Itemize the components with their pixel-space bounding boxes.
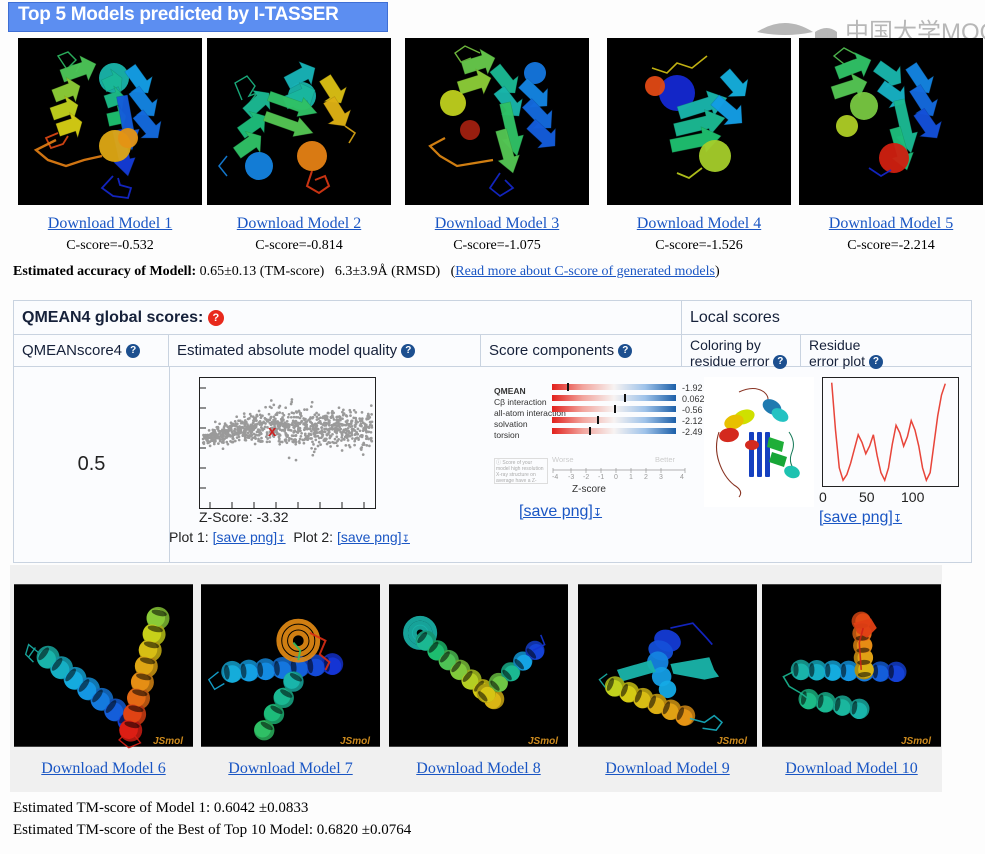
svg-text:x: x <box>268 423 277 440</box>
